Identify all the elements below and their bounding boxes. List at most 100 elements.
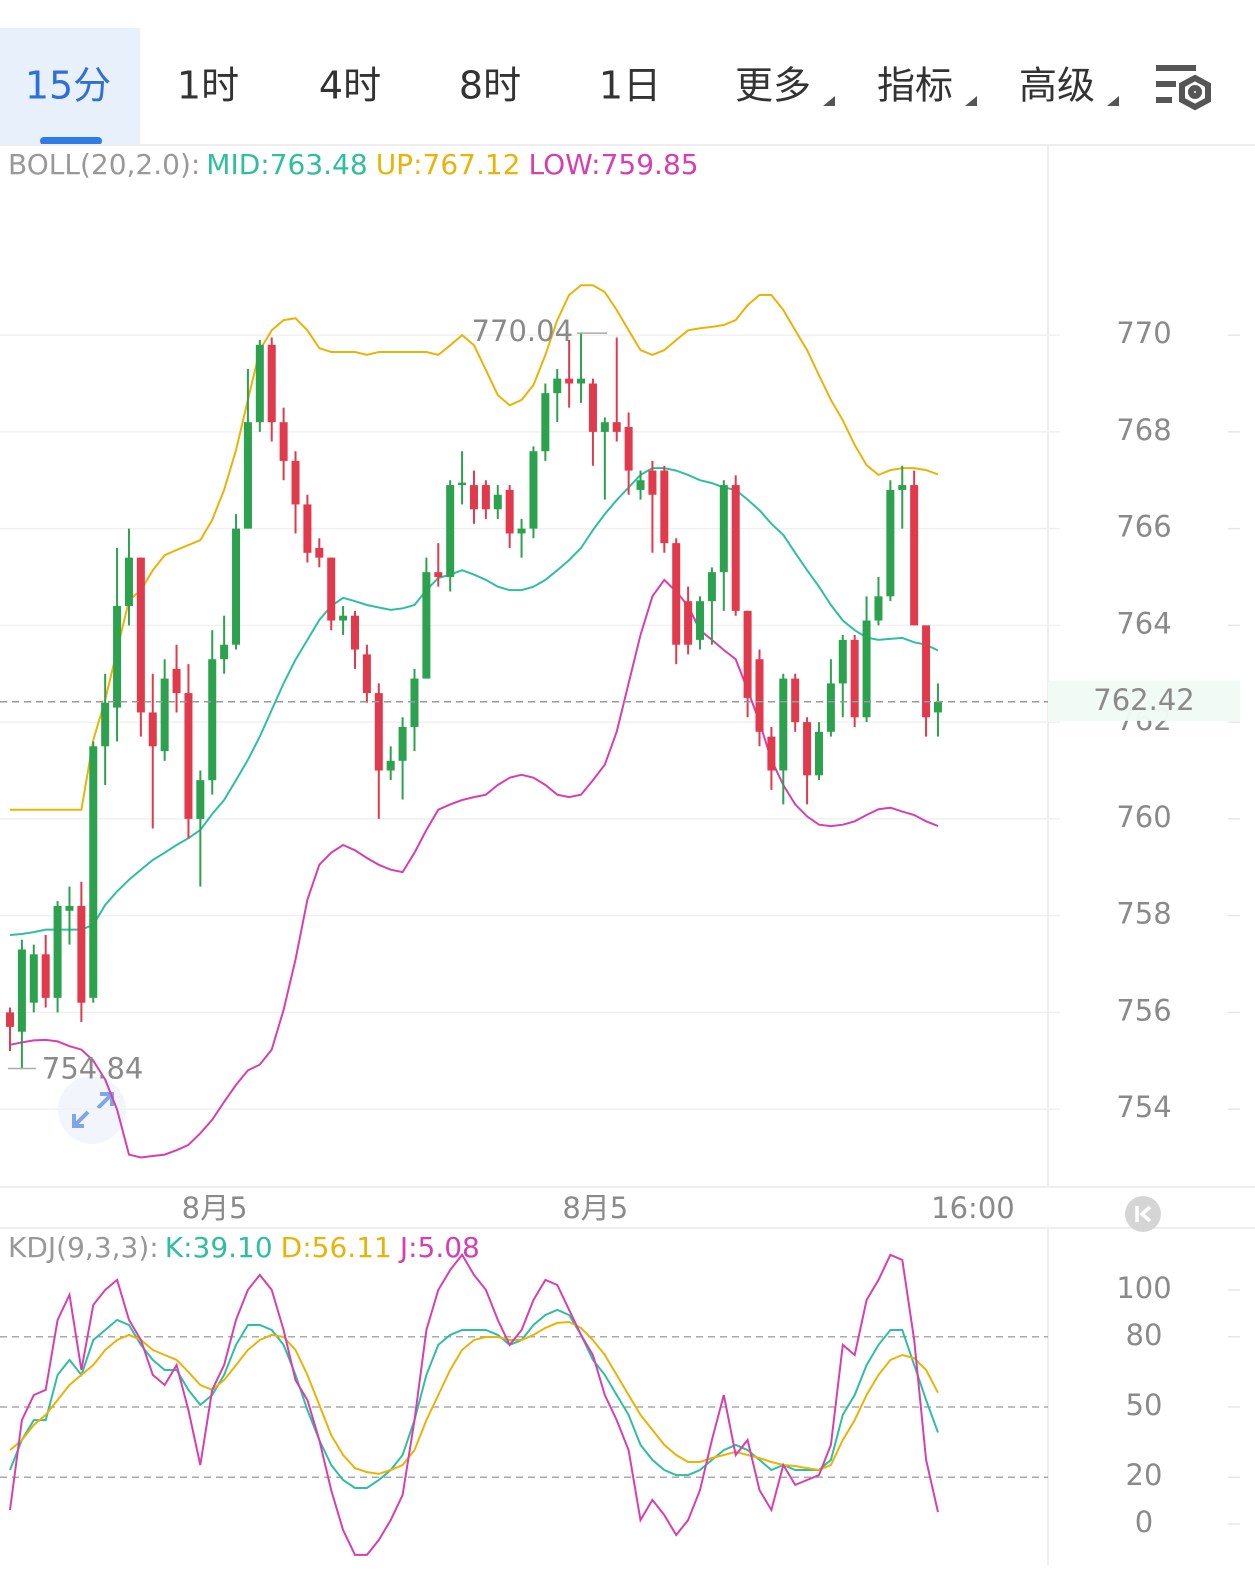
candle-body — [886, 489, 895, 597]
boll-line — [9, 467, 939, 936]
candle-body — [850, 639, 859, 718]
candle — [101, 673, 110, 786]
candle — [303, 494, 312, 563]
tab[interactable]: 4时 — [319, 64, 381, 108]
candle-body — [255, 344, 264, 423]
candle — [89, 741, 98, 1003]
candle-body — [65, 905, 74, 911]
candle-body — [17, 949, 26, 1032]
candle-body — [279, 422, 288, 461]
x-tick-label: 8月5 — [562, 1191, 628, 1225]
candle — [612, 337, 621, 442]
candle — [160, 659, 169, 761]
candle-body — [53, 905, 62, 998]
tab[interactable]: 指标 — [877, 64, 953, 108]
tab[interactable]: 更多 — [735, 64, 811, 108]
candle — [469, 470, 478, 524]
candle-body — [29, 954, 38, 1003]
candle — [279, 407, 288, 481]
y-tick-label: 80 — [1126, 1318, 1163, 1352]
candle — [196, 770, 205, 887]
tab[interactable]: 15分 — [25, 64, 111, 108]
candle-body — [315, 547, 324, 558]
candle-body — [588, 383, 597, 432]
candle — [446, 480, 455, 592]
candle — [77, 881, 86, 1023]
y-tick-label: 770 — [1116, 316, 1171, 350]
candle-body — [446, 485, 455, 577]
collapse-button[interactable] — [1125, 1196, 1161, 1232]
candle-body — [826, 683, 835, 732]
candle — [291, 451, 300, 534]
high-marker-label: 770.04 — [472, 314, 573, 348]
candle — [53, 901, 62, 1013]
candle — [184, 664, 193, 839]
candle-body — [362, 654, 371, 694]
legend-item: MID:763.48 — [206, 148, 367, 181]
expand-icon[interactable] — [58, 1076, 126, 1144]
candle — [232, 514, 241, 650]
candle-body — [755, 659, 764, 732]
tab[interactable]: 高级 — [1019, 64, 1095, 108]
candle — [588, 378, 597, 466]
settings-icon[interactable] — [1156, 65, 1211, 111]
y-tick-label: 50 — [1126, 1388, 1163, 1422]
y-tick-label: 760 — [1116, 800, 1171, 834]
candle-body — [89, 746, 98, 998]
candle — [933, 683, 942, 737]
candle-body — [160, 678, 169, 752]
candle-body — [672, 543, 681, 645]
candle-body — [707, 572, 716, 602]
candle-body — [684, 601, 693, 645]
candle — [327, 557, 336, 631]
candle-body — [565, 378, 574, 384]
candle-body — [113, 606, 122, 708]
candle-body — [791, 678, 800, 723]
candle — [910, 470, 919, 626]
y-tick-label: 758 — [1116, 897, 1171, 931]
candle — [351, 610, 360, 669]
candle-body — [803, 722, 812, 776]
tab[interactable]: 1时 — [177, 64, 239, 108]
tab[interactable]: 8时 — [459, 64, 521, 108]
candle — [755, 649, 764, 747]
y-tick-label: 764 — [1116, 606, 1171, 640]
candle — [481, 480, 490, 519]
candle — [600, 417, 609, 500]
candle-body — [291, 460, 300, 505]
candle-body — [220, 644, 229, 660]
y-tick-label: 756 — [1116, 993, 1171, 1027]
candle — [565, 339, 574, 408]
candle-body — [779, 678, 788, 771]
tab[interactable]: 1日 — [599, 64, 661, 108]
candle — [172, 644, 181, 713]
candle — [136, 557, 145, 737]
candle — [826, 659, 835, 737]
candle-body — [184, 693, 193, 819]
candle-body — [743, 610, 752, 698]
candle — [838, 635, 847, 718]
y-tick-label: 768 — [1116, 413, 1171, 447]
candle-body — [612, 422, 621, 432]
candle — [672, 538, 681, 665]
candle-body — [208, 659, 217, 781]
candle-body — [731, 485, 740, 611]
candle — [577, 333, 586, 403]
candle-body — [517, 528, 526, 534]
candle-body — [101, 702, 110, 747]
candle — [386, 746, 395, 781]
candle — [148, 673, 157, 829]
candle-body — [41, 954, 50, 998]
boll-line — [10, 284, 939, 811]
y-tick-label: 754 — [1116, 1090, 1171, 1124]
candle-body — [232, 528, 241, 645]
dropdown-arrow — [1107, 96, 1119, 106]
candle-body — [541, 393, 550, 452]
candle-body — [696, 601, 705, 640]
candle — [541, 383, 550, 461]
legend-item: D:56.11 — [281, 1231, 392, 1264]
candle — [874, 576, 883, 626]
last-price-label: 762.42 — [1093, 683, 1194, 717]
candle-body — [196, 780, 205, 819]
candle — [41, 934, 50, 1008]
